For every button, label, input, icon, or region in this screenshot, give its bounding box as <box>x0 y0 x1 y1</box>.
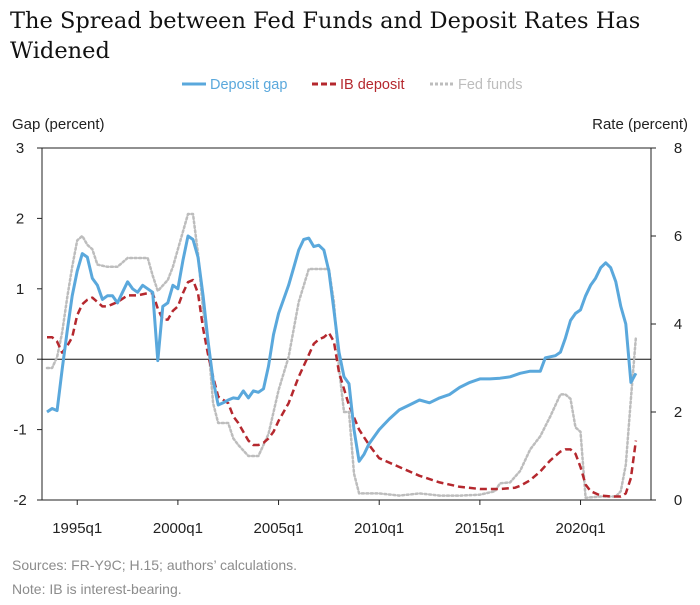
x-tick-label: 2005q1 <box>254 520 304 537</box>
left-tick-label: -2 <box>13 492 26 509</box>
left-tick-label: 3 <box>16 140 24 157</box>
plot-frame <box>41 147 652 501</box>
x-tick-label: 2010q1 <box>354 520 404 537</box>
right-tick-label: 2 <box>674 404 682 421</box>
series-line-ib-deposit <box>47 278 638 498</box>
left-axis-title: Gap (percent) <box>12 116 105 133</box>
legend-label: IB deposit <box>340 77 405 93</box>
x-tick-label: 2000q1 <box>153 520 203 537</box>
right-tick-label: 6 <box>674 228 682 245</box>
chart-title: The Spread between Fed Funds and Deposit… <box>10 8 641 64</box>
left-tick-label: 1 <box>16 281 24 298</box>
right-tick-label: 8 <box>674 140 682 157</box>
legend-label: Deposit gap <box>210 77 287 93</box>
right-tick-label: 4 <box>674 316 682 333</box>
chart: -2 -1 0 1 2 3 0 2 4 6 8 1995q1 2000q1 2005q1 2010q1 201… <box>12 77 688 537</box>
sources-note: Sources: FR-Y9C; H.15; authors’ calculat… <box>12 557 298 573</box>
series-line-deposit-gap <box>46 234 638 463</box>
left-tick-label: 2 <box>16 210 24 227</box>
x-tick-label: 2020q1 <box>556 520 606 537</box>
left-tick-label: -1 <box>13 422 26 439</box>
legend-label: Fed funds <box>458 77 523 93</box>
x-tick-label: 1995q1 <box>52 520 102 537</box>
x-tick-label: 2015q1 <box>455 520 505 537</box>
series-line-fed-funds <box>45 212 638 500</box>
left-tick-label: 0 <box>16 351 24 368</box>
right-tick-label: 0 <box>674 492 682 509</box>
right-axis-title: Rate (percent) <box>592 116 688 133</box>
footnote: Note: IB is interest-bearing. <box>12 581 182 597</box>
